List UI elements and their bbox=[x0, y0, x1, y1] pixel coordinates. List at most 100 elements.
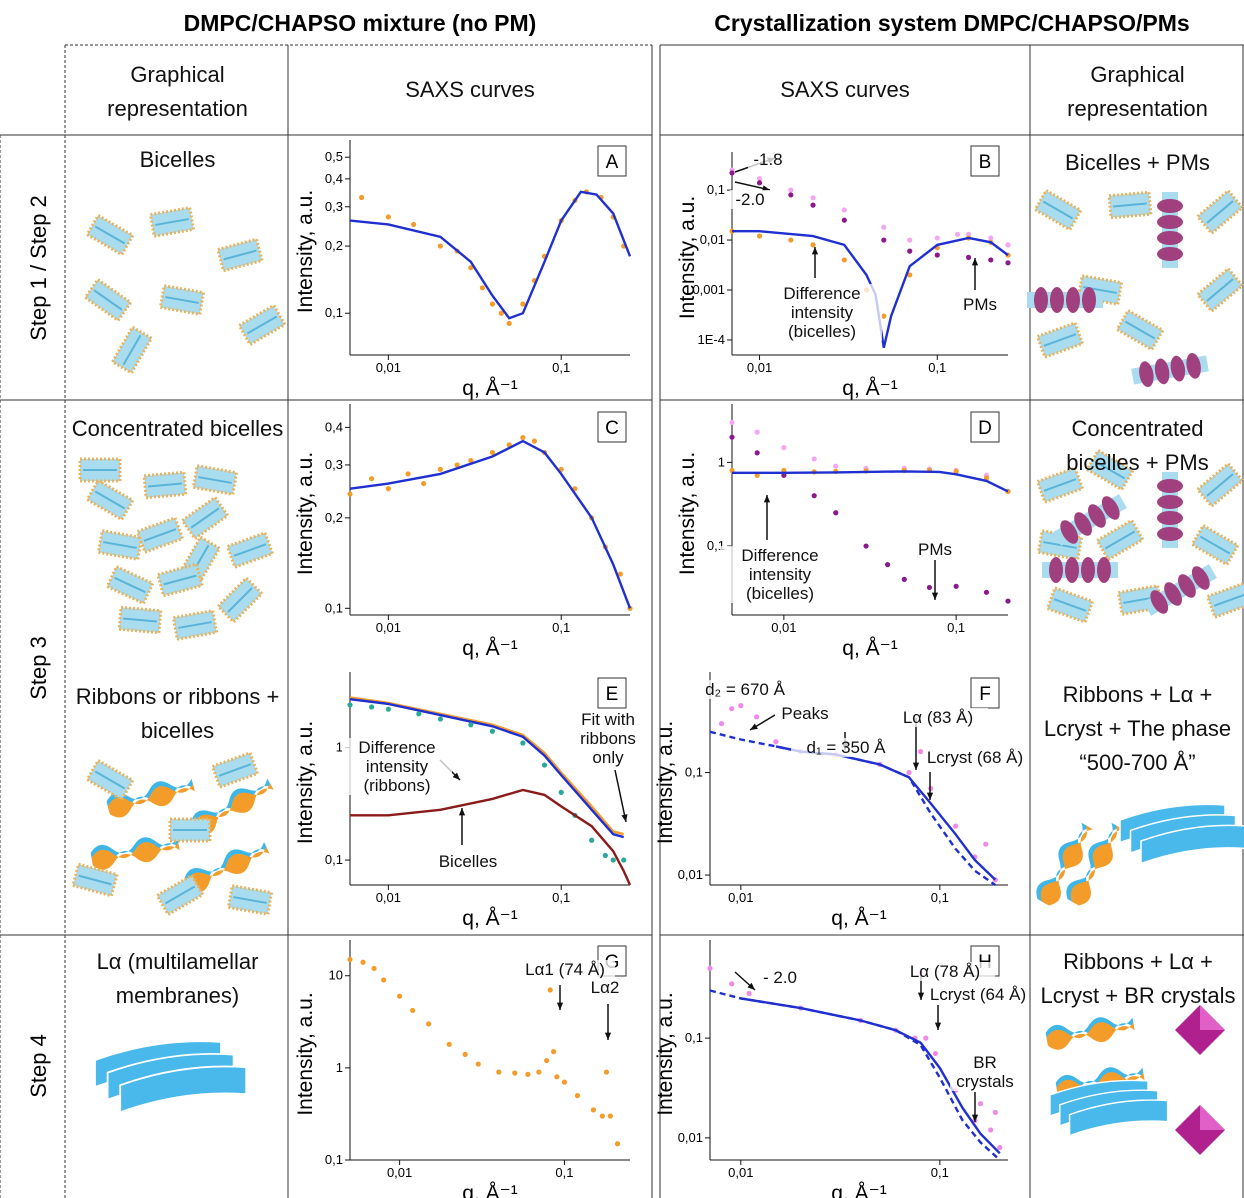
bicelle-icon bbox=[158, 564, 202, 596]
data-point bbox=[863, 543, 868, 548]
bicelle-icon bbox=[98, 531, 141, 560]
data-point bbox=[410, 1008, 415, 1013]
panel-letter: F bbox=[979, 684, 991, 705]
x-tick-label: 0,1 bbox=[552, 890, 570, 905]
bicelle-icon bbox=[137, 518, 182, 552]
y-tick-label: 0,2 bbox=[325, 238, 343, 253]
data-point bbox=[881, 237, 886, 242]
y-axis-label: Intensity, a.u. bbox=[676, 452, 699, 575]
y-tick-label: 10 bbox=[329, 968, 343, 983]
purple-membrane-protein bbox=[1034, 287, 1048, 313]
data-point bbox=[935, 252, 940, 257]
bicelle-icon bbox=[160, 286, 203, 315]
purple-membrane-protein bbox=[1157, 511, 1183, 525]
data-point bbox=[559, 790, 564, 795]
y-tick-label: 0,01 bbox=[700, 232, 725, 247]
data-point bbox=[988, 257, 993, 262]
purple-membrane-protein bbox=[1065, 557, 1079, 583]
y-axis-label: Intensity, a.u. bbox=[294, 190, 317, 313]
purple-membrane-protein bbox=[1184, 352, 1202, 380]
data-point bbox=[755, 430, 760, 435]
y-axis-label: Intensity, a.u. bbox=[294, 992, 317, 1115]
bicelle-icon bbox=[87, 760, 133, 799]
crystal-icon bbox=[1175, 1105, 1225, 1155]
y-tick-label: 0,4 bbox=[325, 419, 343, 434]
data-point bbox=[842, 218, 847, 223]
arrow-head bbox=[621, 814, 627, 822]
y-tick-label: 1 bbox=[336, 1060, 343, 1075]
y-tick-label: 0,2 bbox=[325, 510, 343, 525]
y-tick-label: 0,1 bbox=[685, 765, 703, 780]
y-tick-label: 1E-4 bbox=[698, 332, 725, 347]
x-tick-label: 0,1 bbox=[947, 620, 965, 635]
arrow-head bbox=[935, 1023, 941, 1030]
data-point bbox=[955, 232, 960, 237]
pm-stack-icon bbox=[1042, 557, 1118, 583]
bicelle-icon bbox=[228, 886, 271, 915]
purple-membrane-protein bbox=[1157, 495, 1183, 509]
y-tick-label: 1 bbox=[718, 454, 725, 469]
y-axis-label: Intensity, a.u. bbox=[294, 452, 317, 575]
data-point bbox=[812, 456, 817, 461]
lamellar-icon bbox=[95, 1041, 246, 1112]
bicelle-icon bbox=[173, 611, 216, 640]
data-point bbox=[1005, 242, 1010, 247]
data-point bbox=[536, 1069, 541, 1074]
purple-membrane-protein bbox=[1081, 557, 1095, 583]
panel-letter: D bbox=[978, 418, 992, 439]
annotation: BR crystals bbox=[950, 1053, 1020, 1091]
data-point bbox=[810, 242, 815, 247]
column-header: SAXS curves bbox=[290, 73, 650, 107]
purple-membrane-protein bbox=[1157, 215, 1183, 229]
x-axis-label: q, Å⁻¹ bbox=[462, 637, 517, 660]
data-point bbox=[512, 1070, 517, 1075]
bicelle-icon bbox=[150, 208, 193, 237]
purple-membrane-protein bbox=[1169, 355, 1187, 383]
fit-curve bbox=[350, 192, 630, 318]
data-point bbox=[490, 301, 495, 306]
data-point bbox=[542, 762, 547, 767]
bicelle-icon bbox=[107, 567, 153, 604]
data-point bbox=[966, 255, 971, 260]
data-point bbox=[773, 739, 778, 744]
cell-label: Bicelles + PMs bbox=[1035, 146, 1240, 180]
annotation: Lcryst (68 Å) bbox=[925, 748, 1025, 767]
data-point bbox=[833, 510, 838, 515]
y-axis-label: Intensity, a.u. bbox=[654, 992, 677, 1115]
data-point bbox=[729, 170, 734, 175]
annotation: Bicelles bbox=[423, 852, 513, 871]
annotation: Lcryst (64 Å) bbox=[928, 985, 1028, 1004]
fit-curve bbox=[732, 471, 1008, 491]
data-point bbox=[997, 1145, 1002, 1150]
cell-label: Ribbons + Lα + Lcryst + The phase “500-7… bbox=[1035, 678, 1240, 780]
data-point bbox=[386, 486, 391, 491]
data-point bbox=[603, 853, 608, 858]
cell-label: Lα (multilamellar membranes) bbox=[70, 945, 285, 1013]
data-point bbox=[935, 235, 940, 240]
y-axis-label: Intensity, a.u. bbox=[654, 721, 677, 844]
purple-membrane-protein bbox=[1049, 557, 1063, 583]
y-tick-label: 0,01 bbox=[678, 867, 703, 882]
data-point bbox=[411, 222, 416, 227]
purple-membrane-protein bbox=[1137, 360, 1155, 388]
section-title: Crystallization system DMPC/CHAPSO/PMs bbox=[660, 10, 1244, 37]
y-tick-label: 0,4 bbox=[325, 171, 343, 186]
figure: Step 1 / Step 2 Step 3 Step 4 0,010,10,1… bbox=[0, 0, 1244, 1198]
lamellar-icon bbox=[1120, 804, 1244, 863]
data-point bbox=[438, 243, 443, 248]
annotation: -2.0 bbox=[730, 190, 770, 209]
data-point bbox=[447, 1042, 452, 1047]
data-point bbox=[532, 439, 537, 444]
arrow-head bbox=[764, 495, 770, 502]
purple-membrane-protein bbox=[1157, 527, 1183, 541]
cell-label: Ribbons or ribbons + bicelles bbox=[70, 680, 285, 748]
x-tick-label: 0,01 bbox=[728, 890, 753, 905]
data-point bbox=[788, 237, 793, 242]
data-point bbox=[738, 703, 743, 708]
ribbon-icon bbox=[90, 832, 181, 872]
data-point bbox=[1005, 598, 1010, 603]
data-point bbox=[757, 180, 762, 185]
annotation: PMs bbox=[955, 295, 1005, 314]
bicelle-icon bbox=[1037, 323, 1082, 357]
ribbon-icon bbox=[1045, 1012, 1136, 1052]
